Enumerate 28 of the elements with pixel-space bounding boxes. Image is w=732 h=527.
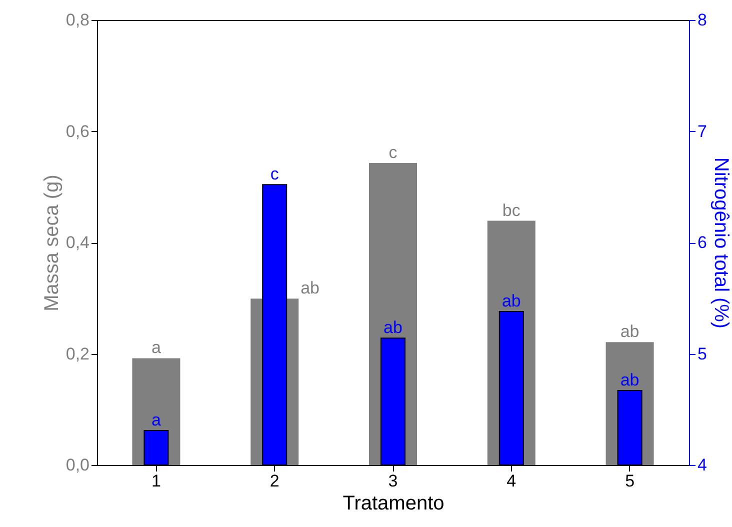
y-tick-label: 0,0 [66,456,90,474]
x-tick-label: 1 [151,472,161,490]
data-label: ab [300,278,320,298]
x-axis-title: Tratamento [342,492,444,514]
x-tick-label: 4 [506,472,516,490]
y2-tick-label: 5 [698,344,707,364]
data-label: c [270,164,280,184]
y-tick-label: 0,4 [66,233,90,252]
data-label: ab [502,291,521,310]
y2-axis-title: Nitrogênio total (%) [710,157,732,329]
y2-tick-label: 7 [698,122,707,141]
x-tick-label: 5 [625,472,635,490]
y-axis-title: Massa seca (g) [40,174,63,312]
data-label: ab [620,322,640,342]
y2-tick-label: 8 [698,10,707,30]
y-tick-label: 0,6 [66,122,90,141]
data-label: c [388,142,398,162]
y2-tick-label: 4 [698,456,707,474]
y-tick-label: 0,8 [66,10,90,30]
data-label: bc [502,200,521,220]
y-tick-label: 0,2 [66,344,90,364]
x-tick-label: 2 [270,472,280,490]
data-label: a [151,338,162,358]
x-tick-label: 3 [388,472,398,490]
y2-tick-label: 6 [698,233,707,252]
data-label: ab [384,318,402,338]
data-label: ab [620,370,640,390]
data-label: a [151,410,162,430]
